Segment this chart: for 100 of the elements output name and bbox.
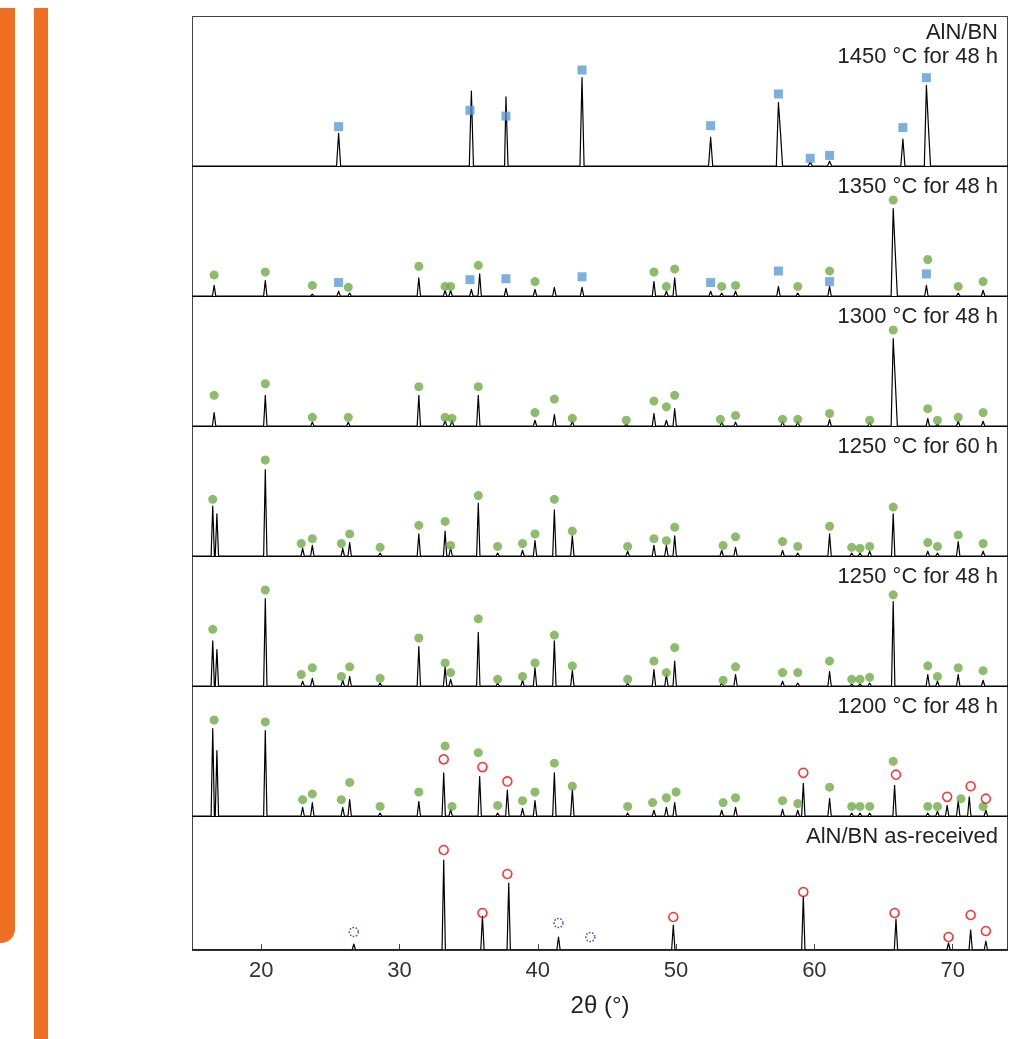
point [530,658,540,668]
point [778,414,788,424]
point [943,931,954,943]
point [649,396,659,406]
text: 1350 °C for 48 h [837,172,999,198]
point [778,537,788,547]
point [825,782,835,792]
point [501,274,511,284]
point [798,886,809,898]
point [477,761,488,773]
text: AlN/BN [925,18,998,44]
point [375,542,385,552]
point [530,787,540,797]
point [336,539,346,549]
point [446,668,456,678]
point [518,539,528,549]
point [208,624,218,634]
point [923,538,933,548]
point [440,516,450,526]
point [296,539,306,549]
point [473,260,483,270]
point [980,793,992,805]
x-tick-label: 70 [940,956,965,982]
point [965,780,976,792]
point [501,111,511,121]
point [978,408,988,418]
point [502,776,513,787]
point [473,491,483,501]
point [307,789,317,799]
point [890,769,902,781]
point [668,911,679,923]
point [847,674,857,684]
point [670,643,680,653]
point [334,278,344,288]
point [778,668,788,678]
point [888,590,898,600]
point [493,800,503,810]
point [553,917,564,929]
point [731,410,741,420]
point [865,672,875,682]
x-axis-title: 2θ (°) [570,990,630,1018]
point [793,668,803,678]
point [923,801,933,811]
point [898,123,908,133]
point [345,777,355,787]
point [375,801,385,811]
text: 1250 °C for 60 h [837,432,999,458]
point [798,767,809,779]
point [336,671,346,681]
point [661,668,671,678]
point [793,281,803,291]
x-tick-label: 60 [802,956,827,982]
point [343,412,353,422]
point [793,799,803,809]
point [932,671,942,681]
point [549,494,559,504]
point [889,907,900,919]
x-tick-label: 20 [248,956,274,982]
point [865,801,875,811]
point [477,907,488,919]
point [446,281,456,291]
point [648,798,658,808]
point [577,272,587,282]
point [671,787,681,797]
text: AlN/BN as-received [806,822,998,848]
point [825,656,835,666]
point [923,255,933,265]
point [825,277,835,287]
point [778,796,788,806]
point [670,390,680,400]
point [661,536,671,546]
point [530,408,540,418]
point [307,412,317,422]
point [447,413,457,423]
point [793,541,803,551]
point [847,801,857,811]
point [348,926,360,938]
point [825,266,835,276]
point [921,269,931,279]
point [307,534,317,544]
point [731,280,741,290]
point [965,909,976,921]
text: 1200 °C for 48 h [837,692,999,718]
point [438,754,450,765]
point [888,756,898,766]
point [209,390,219,400]
point [932,541,942,551]
point [549,630,559,640]
point [825,409,835,419]
point [260,267,270,277]
point [718,675,728,685]
point [649,267,659,277]
point [731,662,741,672]
point [923,404,933,414]
point [518,796,528,806]
point [865,415,875,425]
point [932,415,942,425]
point [209,270,219,280]
x-tick-label: 30 [387,956,412,982]
point [493,541,503,551]
